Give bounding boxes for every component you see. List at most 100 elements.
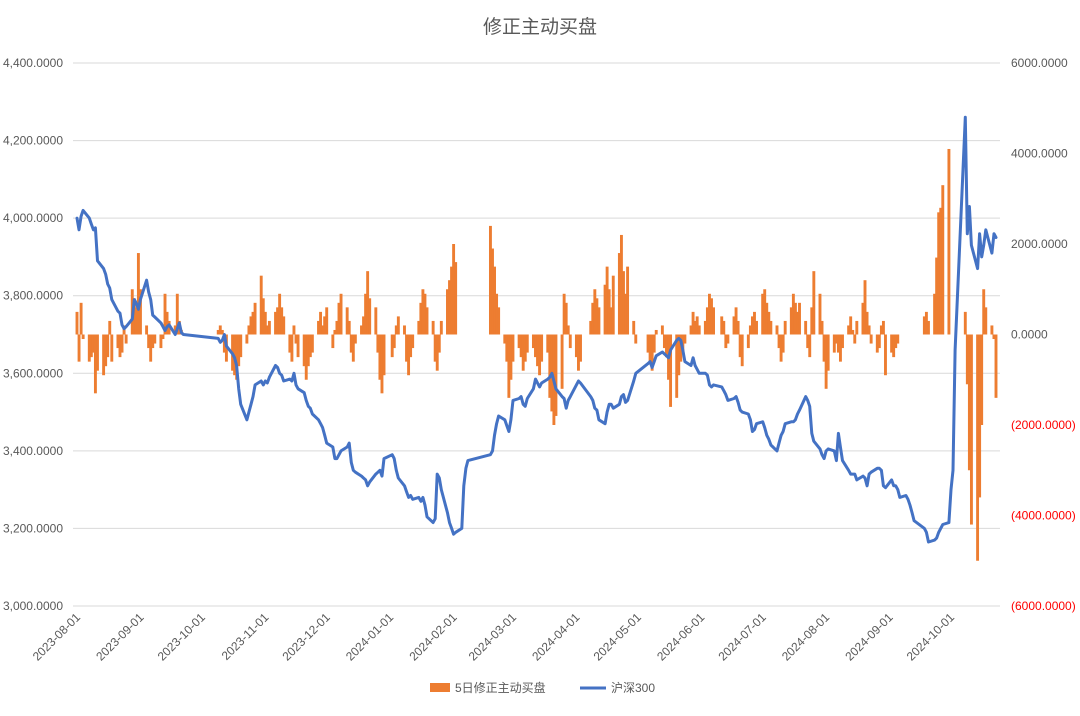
left-tick-label: 3,800.0000 (3, 289, 63, 303)
bar (423, 293, 427, 335)
bar (276, 307, 280, 335)
bar (102, 334, 106, 376)
x-tick-label: 2024-02-01 (406, 610, 460, 664)
bar (306, 334, 310, 367)
bar (605, 266, 609, 335)
bar (431, 320, 435, 335)
bar (317, 320, 320, 335)
bar (525, 334, 529, 353)
bar (847, 325, 851, 335)
bar (435, 334, 439, 371)
bar (517, 334, 521, 349)
bar (335, 320, 339, 335)
bar (540, 334, 544, 362)
bar (980, 334, 984, 425)
left-tick-label: 3,000.0000 (3, 599, 63, 613)
bar (669, 334, 673, 407)
bar (648, 334, 652, 362)
bar (965, 334, 969, 385)
bar (869, 334, 873, 344)
bar (746, 334, 750, 349)
bar (654, 329, 658, 335)
bar (216, 329, 220, 335)
bar (253, 302, 257, 335)
bar (554, 334, 558, 416)
bar (732, 316, 736, 335)
bar (560, 334, 564, 389)
bar (497, 307, 501, 335)
bar (781, 334, 785, 353)
bar (867, 325, 871, 335)
bar-series (75, 148, 998, 561)
bar (748, 325, 752, 335)
bar (935, 257, 939, 335)
legend-label-bars: 5日修正主动买盘 (455, 680, 546, 695)
bar (611, 275, 615, 335)
bar (806, 334, 810, 349)
bar (251, 311, 255, 335)
bar (96, 334, 99, 371)
bar (922, 316, 926, 335)
bar (789, 307, 793, 335)
bar (967, 334, 971, 471)
bar (534, 334, 537, 358)
bar (836, 334, 840, 353)
bar (775, 325, 779, 335)
left-tick-label: 3,200.0000 (3, 521, 63, 535)
bar (239, 334, 243, 358)
bar (937, 212, 941, 335)
bar (855, 320, 859, 335)
bar (421, 289, 425, 335)
bar (450, 266, 454, 335)
line-series (75, 115, 998, 544)
bar (138, 289, 142, 335)
bar (132, 298, 136, 335)
bar (796, 311, 799, 335)
right-tick-label: (4000.0000) (1011, 509, 1076, 523)
right-tick-label: 6000.0000 (1011, 56, 1068, 70)
bar (425, 307, 429, 335)
bar (646, 334, 650, 353)
bar (722, 320, 726, 335)
bar (818, 293, 822, 335)
bar (881, 320, 885, 335)
bar (622, 271, 625, 335)
bar (396, 316, 400, 335)
bar (409, 334, 413, 358)
x-tick-label: 2024-01-01 (343, 610, 397, 664)
bar (548, 334, 552, 398)
x-tick-label: 2023-09-01 (93, 610, 147, 664)
bar (626, 266, 630, 335)
bar (294, 334, 298, 344)
bar (767, 311, 771, 335)
left-tick-label: 3,400.0000 (3, 444, 63, 458)
bar (841, 334, 844, 349)
bar (566, 325, 570, 335)
left-tick-label: 4,400.0000 (3, 56, 63, 70)
bar (708, 293, 711, 335)
left-axis: 3,000.0000 3,200.0000 3,400.0000 3,600.0000… (3, 56, 63, 613)
bar (832, 334, 836, 353)
bar (994, 334, 998, 398)
bar (153, 334, 157, 344)
bar (310, 334, 314, 353)
right-tick-label: 4000.0000 (1011, 147, 1068, 161)
bar (376, 334, 380, 353)
bar (382, 334, 386, 376)
bar (439, 320, 443, 335)
bar (740, 334, 744, 367)
bar (736, 320, 740, 335)
bar (892, 334, 896, 358)
bar (632, 320, 636, 335)
bar (712, 307, 715, 335)
bar (353, 334, 357, 344)
bar (378, 334, 382, 380)
bar (263, 311, 267, 335)
bar (695, 316, 699, 335)
bar (992, 334, 996, 340)
bar (267, 320, 271, 335)
bar (296, 334, 300, 358)
bar (984, 307, 988, 335)
